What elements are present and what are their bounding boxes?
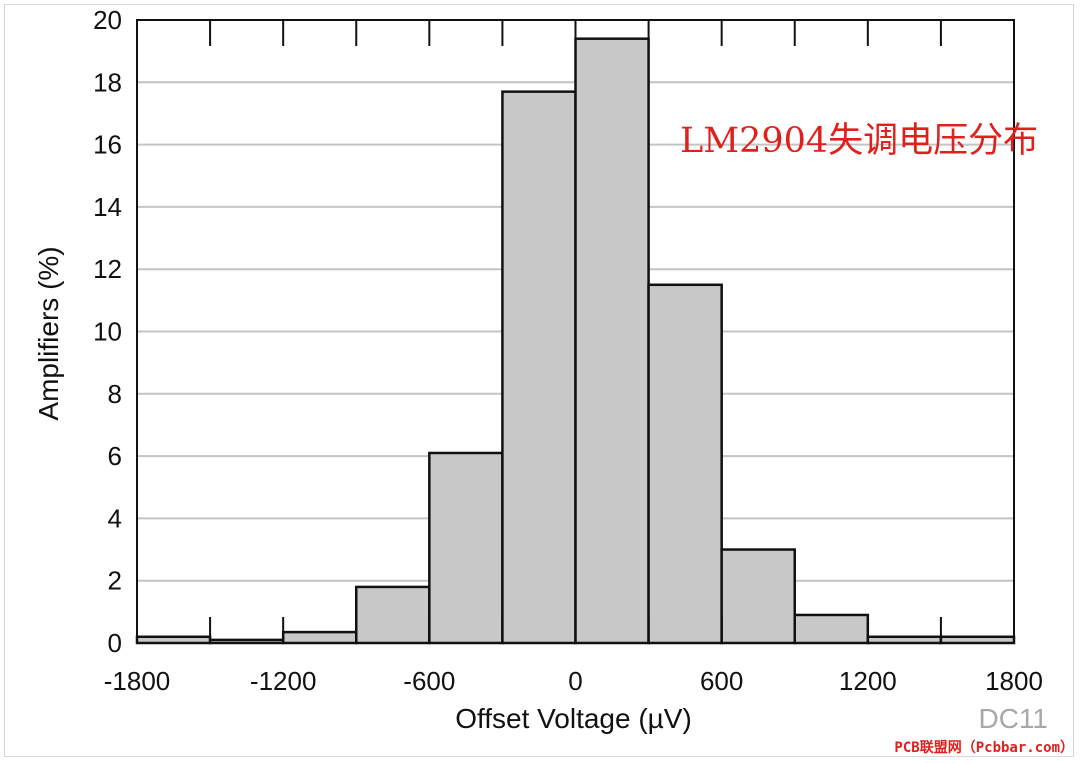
y-tick-label: 12 xyxy=(93,254,122,284)
x-tick-labels: -1800 -1200 -600 0 600 1200 1800 xyxy=(104,666,1043,696)
y-tick-label: 16 xyxy=(93,130,122,160)
histogram-bar xyxy=(281,630,358,645)
histogram-bar xyxy=(428,451,504,645)
y-tick-label: 14 xyxy=(93,192,122,222)
x-tick-label: -1200 xyxy=(250,666,317,696)
chart-annotation: LM2904失调电压分布 xyxy=(680,121,1038,161)
y-tick-label: 10 xyxy=(93,317,122,347)
y-tick-label: 18 xyxy=(93,67,122,97)
x-tick-label: 0 xyxy=(568,666,582,696)
y-tick-label: 0 xyxy=(108,628,122,658)
tick-marks xyxy=(209,20,942,643)
y-tick-labels: 0 2 4 6 8 10 12 14 16 18 20 xyxy=(93,5,122,658)
y-axis-title: Amplifiers (%) xyxy=(33,246,64,420)
x-tick-label: 1200 xyxy=(839,666,897,696)
histogram-bar xyxy=(574,37,650,645)
y-tick-label: 20 xyxy=(93,5,122,35)
histogram-bar xyxy=(720,548,797,645)
plot-border xyxy=(136,19,1015,644)
x-tick-label: -1800 xyxy=(104,666,171,696)
y-tick-label: 2 xyxy=(108,566,122,596)
figure-code: DC11 xyxy=(978,703,1048,734)
bars xyxy=(135,37,1016,645)
histogram-bar xyxy=(793,613,870,645)
x-axis-title: Offset Voltage (µV) xyxy=(455,703,692,734)
watermark-text: PCB联盟网（Pcbbar.com） xyxy=(894,740,1074,756)
x-tick-label: 1800 xyxy=(985,666,1043,696)
y-tick-label: 4 xyxy=(108,503,122,533)
histogram-bar xyxy=(355,585,431,645)
x-tick-label: 600 xyxy=(700,666,743,696)
x-tick-label: -600 xyxy=(403,666,455,696)
y-tick-label: 8 xyxy=(108,379,122,409)
histogram-bar xyxy=(647,283,723,645)
histogram-bar xyxy=(501,90,577,645)
y-tick-label: 6 xyxy=(108,441,122,471)
